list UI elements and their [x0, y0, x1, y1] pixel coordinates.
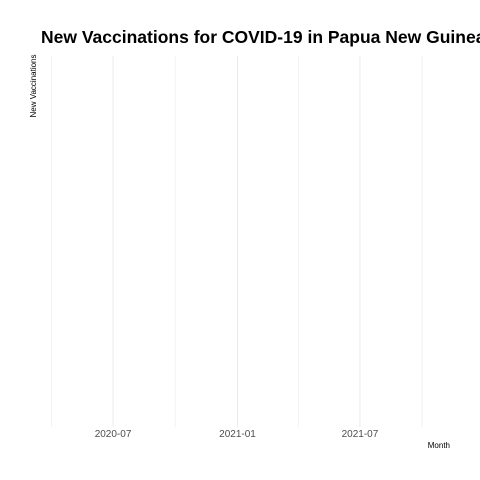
x-axis-title: Month	[428, 441, 450, 450]
y-axis-title: New Vaccinations	[29, 55, 38, 118]
x-tick-label: 2020-07	[95, 429, 132, 440]
x-axis-ticks: 2020-07 2021-01 2021-07	[95, 429, 379, 440]
x-tick-label: 2021-07	[342, 429, 379, 440]
grid	[50, 56, 423, 427]
chart-title: New Vaccinations for COVID-19 in Papua N…	[41, 27, 480, 47]
x-tick-label: 2021-01	[219, 429, 256, 440]
